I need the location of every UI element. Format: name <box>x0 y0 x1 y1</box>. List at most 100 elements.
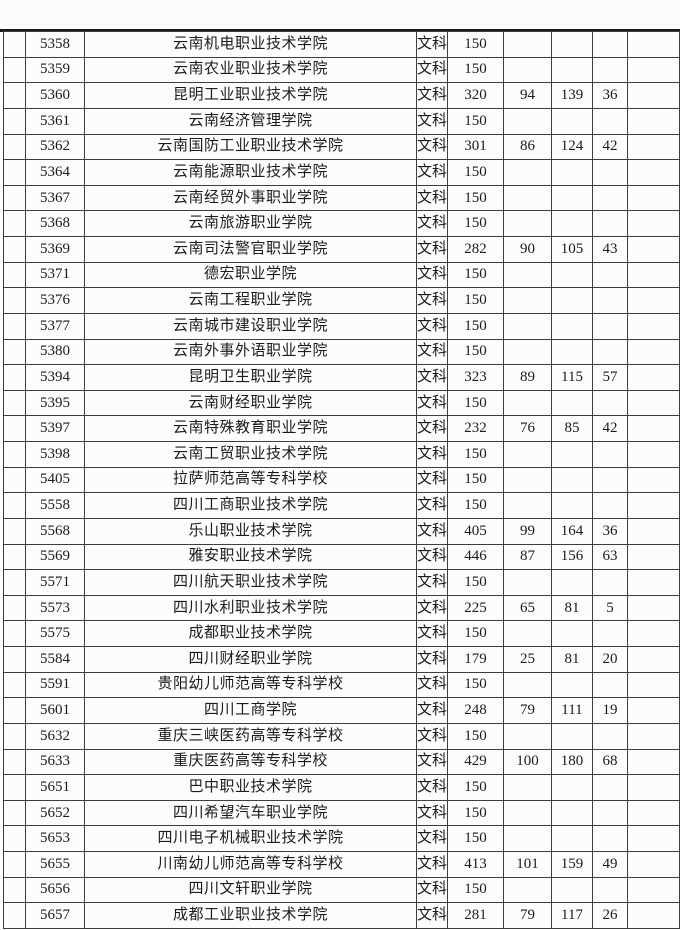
table-row: 5364 云南能源职业技术学院 文科 150 <box>3 159 680 186</box>
score-cell: 248 <box>447 697 504 724</box>
stat2-cell <box>551 210 593 237</box>
stat1-cell: 76 <box>503 415 552 442</box>
spacer-cell <box>3 876 26 904</box>
score-cell: 225 <box>447 594 504 622</box>
stat3-cell <box>592 671 628 699</box>
stat3-cell: 26 <box>592 902 628 929</box>
score-cell: 150 <box>447 466 504 494</box>
stat2-cell <box>551 107 593 135</box>
score-cell: 150 <box>447 441 504 468</box>
table-row: 5371 德宏职业学院 文科 150 <box>3 261 680 289</box>
code-cell: 5656 <box>25 876 85 904</box>
stat2-cell <box>551 671 593 699</box>
table-row: 5361 云南经济管理学院 文科 150 <box>3 107 680 135</box>
stat1-cell <box>503 389 552 417</box>
stat3-cell: 63 <box>592 543 628 571</box>
trailing-cell <box>627 287 680 314</box>
table-row: 5369 云南司法警官职业学院 文科 282 90 105 43 <box>3 236 680 263</box>
school-name-cell: 云南经济管理学院 <box>84 107 417 135</box>
table-row: 5380 云南外事外语职业学院 文科 150 <box>3 338 680 366</box>
spacer-cell <box>3 697 26 724</box>
stat1-cell <box>503 184 552 212</box>
stat3-cell <box>592 312 628 340</box>
table-row: 5573 四川水利职业技术学院 文科 225 65 81 5 <box>3 594 680 622</box>
table-row: 5591 贵阳幼儿师范高等专科学校 文科 150 <box>3 671 680 699</box>
subject-type-cell: 文科 <box>416 902 448 929</box>
code-cell: 5558 <box>25 492 85 519</box>
score-cell: 405 <box>447 517 504 545</box>
trailing-cell <box>627 492 680 519</box>
stat1-cell <box>503 569 552 596</box>
stat1-cell <box>503 210 552 237</box>
stat3-cell: 20 <box>592 646 628 673</box>
stat1-cell <box>503 338 552 366</box>
school-name-cell: 云南国防工业职业技术学院 <box>84 133 417 161</box>
stat3-cell <box>592 774 628 801</box>
stat2-cell: 139 <box>551 82 593 109</box>
school-name-cell: 巴中职业技术学院 <box>84 774 417 801</box>
spacer-cell <box>3 902 26 929</box>
trailing-cell <box>627 338 680 366</box>
trailing-cell <box>627 697 680 724</box>
stat3-cell <box>592 210 628 237</box>
score-cell: 150 <box>447 671 504 699</box>
subject-type-cell: 文科 <box>416 441 448 468</box>
stat1-cell: 101 <box>503 851 552 878</box>
stat1-cell <box>503 825 552 852</box>
spacer-cell <box>3 851 26 878</box>
stat2-cell <box>551 31 593 58</box>
stat3-cell: 43 <box>592 236 628 263</box>
code-cell: 5376 <box>25 287 85 314</box>
subject-type-cell: 文科 <box>416 364 448 391</box>
code-cell: 5633 <box>25 748 85 776</box>
score-cell: 150 <box>447 722 504 750</box>
subject-type-cell: 文科 <box>416 569 448 596</box>
score-cell: 150 <box>447 184 504 212</box>
table-row: 5652 四川希望汽车职业学院 文科 150 <box>3 799 680 827</box>
school-name-cell: 川南幼儿师范高等专科学校 <box>84 851 417 878</box>
stat3-cell: 57 <box>592 364 628 391</box>
table-row: 5584 四川财经职业学院 文科 179 25 81 20 <box>3 646 680 673</box>
stat2-cell <box>551 569 593 596</box>
code-cell: 5371 <box>25 261 85 289</box>
school-name-cell: 重庆三峡医药高等专科学校 <box>84 722 417 750</box>
code-cell: 5380 <box>25 338 85 366</box>
table-row: 5377 云南城市建设职业学院 文科 150 <box>3 312 680 340</box>
stat3-cell <box>592 107 628 135</box>
table-row: 5568 乐山职业技术学院 文科 405 99 164 36 <box>3 517 680 545</box>
stat3-cell <box>592 261 628 289</box>
stat3-cell: 19 <box>592 697 628 724</box>
trailing-cell <box>627 415 680 442</box>
table-row: 5651 巴中职业技术学院 文科 150 <box>3 774 680 801</box>
school-name-cell: 云南经贸外事职业学院 <box>84 184 417 212</box>
trailing-cell <box>627 261 680 289</box>
code-cell: 5394 <box>25 364 85 391</box>
trailing-cell <box>627 389 680 417</box>
stat2-cell <box>551 492 593 519</box>
trailing-cell <box>627 825 680 852</box>
spacer-cell <box>3 441 26 468</box>
school-name-cell: 四川电子机械职业技术学院 <box>84 825 417 852</box>
stat1-cell <box>503 31 552 58</box>
spacer-cell <box>3 338 26 366</box>
code-cell: 5359 <box>25 56 85 84</box>
score-cell: 150 <box>447 389 504 417</box>
stat1-cell <box>503 159 552 186</box>
score-cell: 301 <box>447 133 504 161</box>
spacer-cell <box>3 364 26 391</box>
school-name-cell: 成都工业职业技术学院 <box>84 902 417 929</box>
school-name-cell: 云南农业职业技术学院 <box>84 56 417 84</box>
spacer-cell <box>3 159 26 186</box>
stat2-cell: 164 <box>551 517 593 545</box>
stat1-cell: 79 <box>503 697 552 724</box>
stat1-cell: 90 <box>503 236 552 263</box>
subject-type-cell: 文科 <box>416 646 448 673</box>
stat3-cell <box>592 492 628 519</box>
code-cell: 5398 <box>25 441 85 468</box>
stat2-cell: 85 <box>551 415 593 442</box>
trailing-cell <box>627 671 680 699</box>
stat2-cell: 117 <box>551 902 593 929</box>
stat1-cell <box>503 466 552 494</box>
trailing-cell <box>627 594 680 622</box>
table-row: 5360 昆明工业职业技术学院 文科 320 94 139 36 <box>3 82 680 109</box>
